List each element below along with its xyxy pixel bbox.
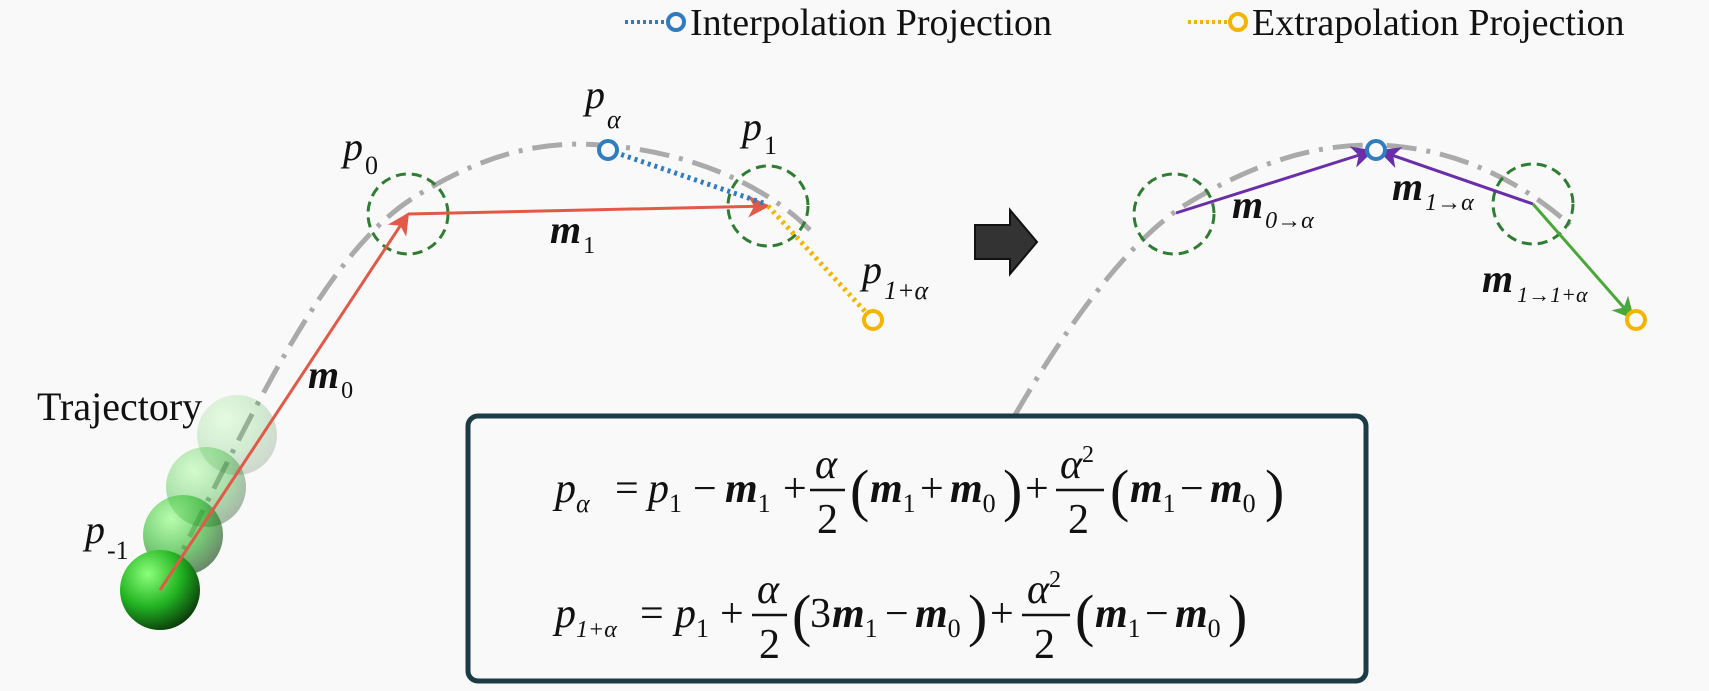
f2-minus-1: − [885,591,909,637]
extrapolation-marker-icon [1228,12,1248,32]
f2-p1: p1 [672,591,709,643]
f1-rparen-1: ) [1003,458,1022,523]
f2-eq: = [640,591,664,637]
f1-p1: p1 [645,466,682,518]
label-m0-to-alpha: m0→α [1232,182,1314,234]
f2-frac2-num: α2 [1027,567,1061,613]
f1-eq: = [615,466,639,512]
f2-rparen-2: ) [1228,583,1247,648]
legend-item-extrapolation: Extrapolation Projection [1188,2,1625,44]
f1-m1-a: m1 [725,466,771,518]
label-p-1-plus-alpha: p1+α [859,247,930,305]
f1-rparen-2: ) [1265,458,1284,523]
legend-label-interpolation: Interpolation Projection [690,2,1052,44]
p-alpha-marker-right-icon [1365,139,1387,161]
f2-lparen-2: ( [1075,583,1094,648]
f1-minus-2: − [1180,466,1204,512]
transition-arrow-icon [974,207,1039,277]
f2-lparen-1: ( [792,583,811,648]
motion-arrow-m0-to-alpha [1175,146,1374,215]
interpolation-projection-line [607,147,767,207]
f2-three: 3 [810,591,831,637]
label-p-minus1: p-1 [82,507,129,565]
f1-minus-1: − [693,466,717,512]
right-panel: m0→α m1→α m 1→1+α [1012,139,1647,417]
f2-frac1-den: 2 [759,622,780,668]
ball-sequence [120,395,277,630]
motion-arrow-m0 [158,212,410,591]
f1-m1-c: m1 [1130,466,1176,518]
formula-box: pα = p1 − m1 + α 2 ( m1 + m0 ) + α2 2 ( … [465,413,1369,684]
formula-interpolation: pα = p1 − m1 + α 2 ( m1 + m0 ) + α2 2 ( … [552,442,1284,543]
f1-frac2-num: α2 [1060,442,1094,488]
f2-m1-b: m1 [1095,591,1141,643]
f1-lparen-2: ( [1110,458,1129,523]
motion-arrow-m1-to-alpha [1378,147,1534,206]
extrapolation-projection-line [766,204,875,322]
interpolation-marker-icon [666,12,686,32]
f2-minus-2: − [1145,591,1169,637]
motion-arrow-m1 [407,195,770,218]
label-m1-to-1-plus-alpha: m 1→1+α [1482,256,1588,307]
f1-frac1-den: 2 [817,497,838,543]
f1-plus-2: + [920,466,944,512]
region-circle-p0-right [1132,172,1216,256]
formula-extrapolation: p1+α = p1 + α 2 ( 3 m1 − m0 ) + α2 2 ( m… [552,567,1247,668]
f2-plus-2: + [990,591,1014,637]
region-circle-p1-right [1491,162,1575,246]
f2-m0-a: m0 [915,591,961,643]
f2-plus-1: + [720,591,744,637]
f1-m0-a: m0 [950,466,996,518]
f1-lhs: pα [552,466,591,518]
p-1-plus-alpha-marker-right-icon [1625,309,1647,331]
label-p0: p0 [340,124,378,180]
f1-m0-b: m0 [1210,466,1256,518]
f2-m0-b: m0 [1175,591,1221,643]
legend: Interpolation Projection Extrapolation P… [625,2,1625,44]
trajectory-label: Trajectory [37,384,202,429]
label-m0: m0 [308,352,353,404]
f1-plus-3: + [1025,466,1049,512]
f2-frac2-den: 2 [1034,622,1055,668]
f1-plus-1: + [783,466,807,512]
label-p1: p1 [739,104,777,160]
legend-label-extrapolation: Extrapolation Projection [1252,2,1625,44]
f2-lhs: p1+α [552,591,617,643]
trajectory-curve [162,141,812,587]
f1-m1-b: m1 [870,466,916,518]
f2-frac1-num: α [757,567,780,613]
f2-rparen-1: ) [968,583,987,648]
motion-arrow-m1-to-1-plus-alpha [1531,203,1635,320]
formula-box-frame [465,413,1369,684]
f1-frac2-den: 2 [1068,497,1089,543]
f1-frac1-num: α [815,442,838,488]
label-m1-to-alpha: m1→α [1392,164,1474,216]
trajectory-curve-right [1012,142,1572,417]
f2-m1-a: m1 [832,591,878,643]
p-1-plus-alpha-marker-icon [862,309,884,331]
left-panel: Trajectory p-1 p0 pα p1 p1+α m0 m1 [37,72,930,630]
legend-item-interpolation: Interpolation Projection [625,2,1052,44]
f1-lparen-1: ( [850,458,869,523]
region-circle-p1 [726,164,810,248]
label-m1: m1 [550,207,595,259]
p-alpha-marker-icon [597,139,619,161]
label-p-alpha: pα [582,72,622,134]
